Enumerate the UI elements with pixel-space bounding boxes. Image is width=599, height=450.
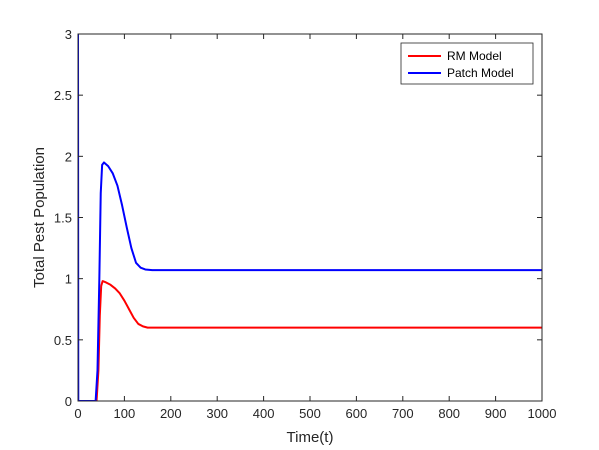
x-tick-label-700: 700: [392, 406, 414, 421]
series-layer: [78, 34, 542, 401]
x-tick-label-0: 0: [74, 406, 81, 421]
legend-label-patch-model: Patch Model: [447, 66, 514, 80]
legend: RM Model Patch Model: [400, 42, 534, 85]
y-tick-label-3: 3: [65, 27, 72, 42]
tick-layer: 0 100 200 300 400 500 600 700 800 900 1000 0 0.5 1 1.5…: [54, 27, 557, 421]
legend-label-rm-model: RM Model: [447, 49, 502, 63]
y-tick-label-0-5: 0.5: [54, 333, 72, 348]
x-tick-label-400: 400: [253, 406, 275, 421]
x-tick-label-500: 500: [299, 406, 321, 421]
x-tick-label-200: 200: [160, 406, 182, 421]
x-tick-label-800: 800: [438, 406, 460, 421]
y-tick-label-0: 0: [65, 394, 72, 409]
series-line-rm-model: [78, 280, 542, 401]
plot-area: [78, 34, 542, 401]
x-tick-label-1000: 1000: [528, 406, 557, 421]
y-axis-label: Total Pest Population: [31, 147, 48, 288]
x-tick-label-100: 100: [114, 406, 136, 421]
x-tick-label-600: 600: [346, 406, 368, 421]
y-tick-label-1: 1: [65, 272, 72, 287]
x-axis-label: Time(t): [287, 429, 334, 446]
y-tick-label-2-5: 2.5: [54, 88, 72, 103]
y-tick-label-2: 2: [65, 149, 72, 164]
x-tick-label-900: 900: [485, 406, 507, 421]
series-line-patch-model: [78, 34, 542, 401]
x-tick-label-300: 300: [206, 406, 228, 421]
legend-box: [400, 42, 534, 85]
y-tick-label-1-5: 1.5: [54, 211, 72, 226]
